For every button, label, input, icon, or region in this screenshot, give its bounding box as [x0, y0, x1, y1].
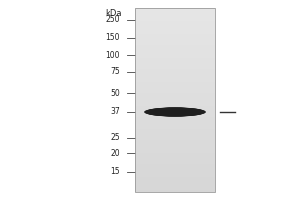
Ellipse shape	[152, 108, 198, 116]
Text: 15: 15	[110, 168, 120, 176]
Text: 75: 75	[110, 68, 120, 76]
Text: 250: 250	[106, 16, 120, 24]
Text: 150: 150	[106, 33, 120, 43]
Ellipse shape	[146, 108, 204, 116]
Text: 50: 50	[110, 88, 120, 98]
Ellipse shape	[146, 108, 203, 116]
Text: 20: 20	[110, 148, 120, 158]
Ellipse shape	[150, 108, 200, 116]
Text: 100: 100	[106, 50, 120, 60]
Text: 37: 37	[110, 108, 120, 116]
Ellipse shape	[151, 108, 199, 116]
Ellipse shape	[145, 108, 205, 116]
Ellipse shape	[150, 108, 200, 116]
Bar	[135, 8, 215, 192]
Ellipse shape	[152, 108, 198, 116]
Ellipse shape	[144, 107, 206, 117]
Ellipse shape	[149, 108, 201, 116]
Text: 25: 25	[110, 134, 120, 142]
Text: kDa: kDa	[106, 9, 122, 18]
Ellipse shape	[148, 108, 202, 116]
Ellipse shape	[145, 107, 205, 117]
Ellipse shape	[147, 108, 203, 116]
Ellipse shape	[148, 108, 202, 116]
